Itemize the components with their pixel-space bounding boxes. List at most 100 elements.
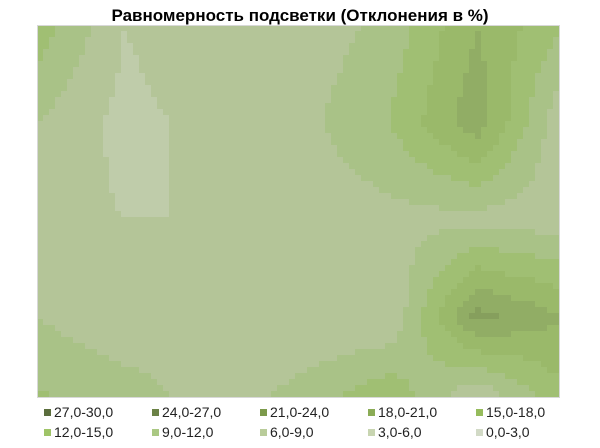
- contour-cell: [535, 301, 542, 308]
- contour-cell: [169, 265, 176, 272]
- contour-cell: [139, 271, 146, 278]
- contour-cell: [499, 97, 506, 104]
- contour-cell: [319, 229, 326, 236]
- contour-cell: [157, 349, 164, 356]
- contour-cell: [529, 55, 536, 62]
- contour-cell: [247, 217, 254, 224]
- contour-cell: [337, 73, 344, 80]
- contour-cell: [181, 289, 188, 296]
- contour-cell: [217, 127, 224, 134]
- contour-cell: [133, 295, 140, 302]
- contour-cell: [235, 145, 242, 152]
- contour-cell: [43, 61, 50, 68]
- contour-cell: [43, 211, 50, 218]
- contour-cell: [109, 139, 116, 146]
- contour-cell: [547, 67, 554, 74]
- contour-cell: [379, 355, 386, 362]
- contour-cell: [403, 307, 410, 314]
- contour-cell: [451, 43, 458, 50]
- contour-cell: [139, 301, 146, 308]
- contour-cell: [361, 115, 368, 122]
- contour-cell: [379, 319, 386, 326]
- contour-cell: [547, 55, 554, 62]
- contour-cell: [229, 121, 236, 128]
- contour-cell: [313, 25, 320, 32]
- contour-cell: [487, 43, 494, 50]
- contour-cell: [487, 205, 494, 212]
- contour-cell: [139, 193, 146, 200]
- contour-cell: [85, 133, 92, 140]
- contour-cell: [253, 355, 260, 362]
- contour-cell: [469, 175, 476, 182]
- contour-cell: [271, 229, 278, 236]
- contour-cell: [97, 283, 104, 290]
- contour-cell: [433, 103, 440, 110]
- contour-cell: [163, 253, 170, 260]
- contour-cell: [523, 133, 530, 140]
- contour-cell: [457, 193, 464, 200]
- contour-cell: [307, 103, 314, 110]
- contour-cell: [313, 31, 320, 38]
- contour-cell: [109, 67, 116, 74]
- contour-cell: [193, 163, 200, 170]
- contour-cell: [103, 85, 110, 92]
- contour-cell: [157, 307, 164, 314]
- contour-cell: [145, 169, 152, 176]
- contour-cell: [433, 175, 440, 182]
- contour-cell: [463, 175, 470, 182]
- contour-cell: [265, 175, 272, 182]
- contour-cell: [481, 133, 488, 140]
- contour-cell: [511, 127, 518, 134]
- contour-cell: [361, 199, 368, 206]
- contour-cell: [271, 301, 278, 308]
- contour-cell: [139, 49, 146, 56]
- contour-cell: [55, 121, 62, 128]
- contour-cell: [367, 313, 374, 320]
- contour-cell: [427, 127, 434, 134]
- contour-cell: [73, 79, 80, 86]
- contour-cell: [307, 169, 314, 176]
- contour-cell: [307, 229, 314, 236]
- contour-cell: [463, 31, 470, 38]
- contour-cell: [505, 61, 512, 68]
- contour-cell: [349, 97, 356, 104]
- contour-cell: [217, 331, 224, 338]
- contour-cell: [385, 25, 392, 32]
- contour-cell: [385, 199, 392, 206]
- contour-cell: [463, 211, 470, 218]
- contour-cell: [319, 211, 326, 218]
- contour-cell: [289, 157, 296, 164]
- contour-cell: [175, 115, 182, 122]
- contour-cell: [475, 73, 482, 80]
- contour-cell: [283, 271, 290, 278]
- contour-cell: [229, 175, 236, 182]
- contour-cell: [43, 295, 50, 302]
- contour-cell: [97, 295, 104, 302]
- contour-cell: [541, 127, 548, 134]
- contour-cell: [319, 355, 326, 362]
- contour-cell: [43, 259, 50, 266]
- contour-cell: [397, 361, 404, 368]
- contour-cell: [97, 277, 104, 284]
- contour-cell: [259, 109, 266, 116]
- contour-cell: [157, 301, 164, 308]
- contour-cell: [289, 193, 296, 200]
- contour-cell: [553, 175, 560, 182]
- contour-cell: [259, 259, 266, 266]
- contour-cell: [451, 37, 458, 44]
- contour-cell: [547, 211, 554, 218]
- contour-cell: [181, 79, 188, 86]
- contour-cell: [133, 43, 140, 50]
- contour-cell: [469, 217, 476, 224]
- contour-cell: [73, 145, 80, 152]
- contour-cell: [247, 361, 254, 368]
- contour-cell: [115, 79, 122, 86]
- contour-cell: [151, 43, 158, 50]
- contour-cell: [61, 349, 68, 356]
- contour-cell: [205, 307, 212, 314]
- contour-cell: [481, 157, 488, 164]
- contour-cell: [259, 271, 266, 278]
- contour-cell: [49, 343, 56, 350]
- contour-cell: [61, 91, 68, 98]
- contour-cell: [337, 31, 344, 38]
